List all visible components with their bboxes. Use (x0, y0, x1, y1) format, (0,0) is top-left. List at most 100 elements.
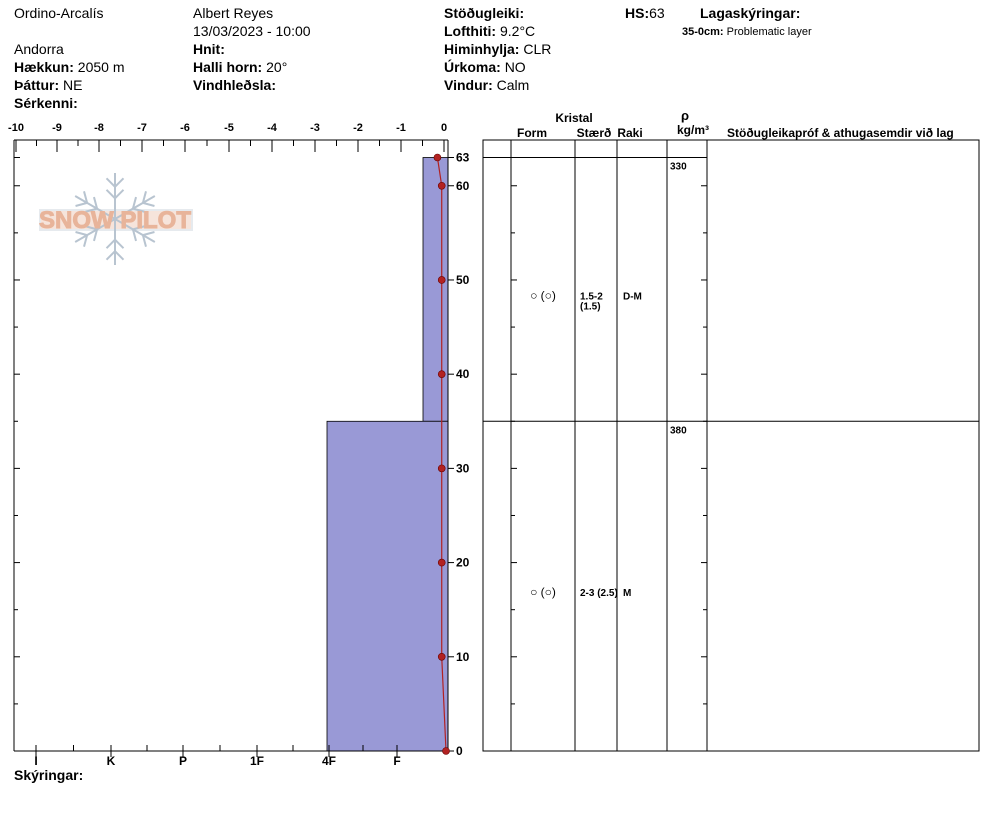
crystal-header: Kristal (555, 111, 592, 125)
snowflake-branch (85, 207, 98, 213)
snowflake-branch (83, 191, 89, 204)
temperature-line (436, 157, 447, 752)
elevation-value: 2050 m (77, 59, 125, 75)
height-tick-label: 30 (456, 461, 470, 475)
snowflake-branch (105, 189, 116, 200)
snowflake-branch (142, 201, 155, 207)
temp-tick-label: -8 (94, 122, 104, 134)
precip: Úrkoma: NO (444, 59, 526, 75)
snowflake-arm (114, 218, 156, 243)
snowflake-branch (93, 196, 99, 209)
location: Ordino-Arcalís (14, 5, 104, 21)
height-tick-label: 40 (456, 367, 470, 381)
aspect: Þáttur: NE (14, 77, 82, 93)
density-symbol: ρ (681, 108, 689, 123)
precip-label: Úrkoma: (444, 59, 501, 75)
table-layers: ○ (○) 1.5-2(1.5) D-M 330 ○ (○) 2-3 (2.5) M 380 (483, 157, 979, 599)
hardness-tick-label: 1F (250, 754, 264, 768)
temp-tick-label: -7 (137, 122, 147, 134)
layer-moisture: D-M (623, 291, 642, 302)
height-tick-label: 63 (456, 151, 470, 165)
wind-loading-label: Vindhleðsla: (193, 77, 276, 93)
sky: Himinhylja: CLR (444, 41, 551, 57)
height-tick-label: 50 (456, 273, 470, 287)
snowflake-branch (132, 225, 145, 231)
snowflake-branch (114, 189, 125, 200)
hardness-bar (326, 420, 449, 752)
hardness-tick-label: P (179, 754, 187, 768)
legend-text: Problematic layer (726, 26, 812, 38)
datetime: 13/03/2023 - 10:00 (193, 23, 311, 39)
notes-label: Skýringar: (14, 767, 84, 783)
temp-tick-label: 0 (441, 122, 447, 134)
wind-value: Calm (496, 77, 530, 93)
legend-entry: 35-0cm: Problematic layer (682, 24, 812, 40)
moisture-header: Raki (617, 126, 642, 140)
snowflake-arm (74, 195, 116, 220)
snowflake-branch (131, 196, 137, 209)
air-temp: Lofthiti: 9.2°C (444, 23, 535, 39)
elevation: Hækkun: 2050 m (14, 59, 125, 75)
height-tick-label: 10 (456, 650, 470, 664)
hardness-bar (422, 157, 449, 422)
temp-axis: -10 -9 -8 -7 -6 -5 -4 -3 -2 -1 0 (8, 122, 447, 152)
temperature-point (433, 153, 442, 162)
snowflake-branch (141, 191, 147, 204)
slope: Halli horn: 20° (193, 59, 287, 75)
snowflake-branch (75, 231, 88, 237)
temp-tick-label: -9 (52, 122, 62, 134)
sky-label: Himinhylja: (444, 41, 520, 57)
snowflake-icon (39, 173, 193, 265)
layer-density: 380 (670, 425, 687, 436)
temperature-point (437, 558, 446, 567)
tests-header: Stöðugleikapróf & athugasemdir við lag (727, 126, 954, 140)
wind-label: Vindur: (444, 77, 493, 93)
snowflake-branch (132, 207, 145, 213)
height-tick-label: 60 (456, 179, 470, 193)
slope-value: 20° (266, 59, 288, 75)
region: Andorra (14, 41, 64, 57)
temperature-point (437, 464, 446, 473)
hardness-tick-label: I (34, 754, 37, 768)
snowflake-branch (114, 238, 125, 249)
snowflake-branch (83, 234, 89, 247)
hardness-bars (326, 157, 449, 752)
legend-label: Lagaskýringar: (700, 5, 801, 21)
precip-value: NO (504, 59, 526, 75)
hardness-axis: I K P 1F 4F F (13, 745, 401, 768)
temp-tick-label: -2 (353, 122, 363, 134)
form-header: Form (517, 126, 547, 140)
temp-tick-label: -6 (180, 122, 190, 134)
snowflake-arm (74, 218, 116, 243)
snowflake-branch (131, 229, 137, 242)
temp-tick-label: -5 (224, 122, 234, 134)
height-tick-label: 0 (456, 744, 463, 758)
air-temp-label: Lofthiti: (444, 23, 497, 39)
features-label: Sérkenni: (14, 95, 78, 111)
snowflake-branch (114, 177, 125, 188)
layer-density: 330 (670, 162, 687, 173)
layer-form: ○ (○) (530, 585, 556, 599)
snowflake-branch (105, 250, 116, 261)
slope-label: Halli horn: (193, 59, 263, 75)
hardness-tick-label: F (393, 754, 400, 768)
layer-size-avg: (1.5) (580, 301, 601, 312)
snowflake-branch (85, 225, 98, 231)
temperature-point (437, 652, 446, 661)
temp-tick-label: -1 (396, 122, 406, 134)
temperature-point (437, 181, 446, 190)
layer-size: 2-3 (2.5) (580, 588, 618, 599)
temp-tick-label: -4 (267, 122, 278, 134)
logo: SNOW PILOT (39, 207, 191, 234)
temp-tick-label: -10 (8, 122, 24, 134)
snowflake-branch (142, 231, 155, 237)
height-axis: 0 10 20 30 40 50 60 63 (14, 151, 707, 758)
snowflake-branch (114, 250, 125, 261)
observer: Albert Reyes (193, 5, 274, 21)
snowflake-branch (141, 234, 147, 247)
snowflake-arm (114, 195, 156, 220)
snowflake-branch (75, 201, 88, 207)
legend-depth: 35-0cm: (682, 26, 724, 38)
wind: Vindur: Calm (444, 77, 529, 93)
snowflake-branch (93, 229, 99, 242)
